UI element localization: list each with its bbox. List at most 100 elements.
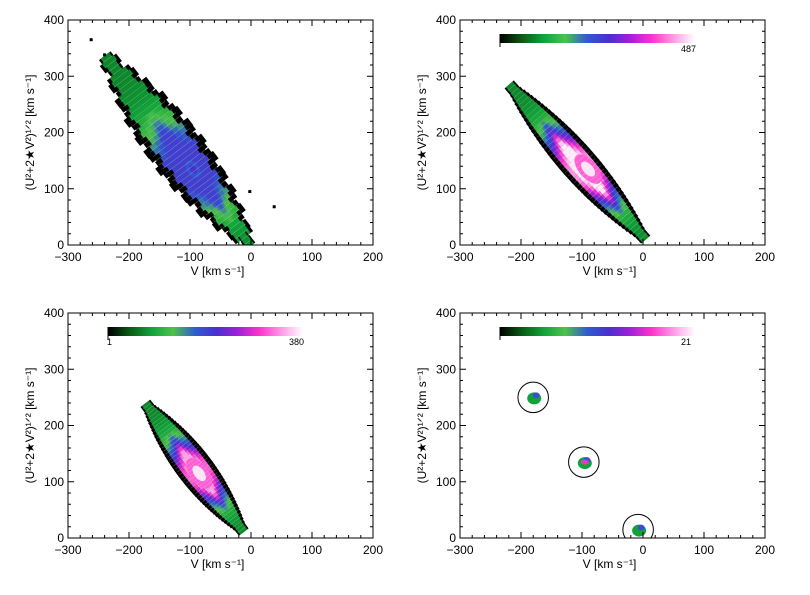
density-layer [517,381,654,538]
y-axis-title: (U²+2★V²)¹ᐟ² [km s⁻¹] [415,368,429,484]
mesh-line [188,466,214,487]
colorbar [108,327,303,336]
y-tick-label: 400 [436,306,456,320]
mesh-line [109,65,125,78]
mesh-line [635,229,645,238]
mesh-line [213,203,238,223]
x-tick-label: −200 [115,543,142,557]
mesh-line [220,506,237,519]
mesh-line [165,436,190,455]
y-tick-label: 200 [436,419,456,433]
density-cell [508,84,521,97]
mesh-line [113,72,134,88]
mesh-line [125,89,154,112]
x-axis-title: V [km s⁻¹] [191,557,245,571]
mesh-line [190,175,223,201]
mesh-line [146,407,157,416]
mesh-line [181,457,208,478]
mesh-line [197,184,228,209]
density-layer [89,38,276,245]
mesh-line [168,148,206,178]
density-cell [627,219,642,234]
density-layer [504,80,651,244]
density-peak-core [192,465,206,482]
mesh-line [190,469,216,489]
colorbar-max-label: 487 [681,44,696,54]
mesh-line [172,153,209,182]
mesh-line [218,503,236,517]
x-tick-label: −200 [507,543,534,557]
x-tick-label: 200 [755,250,775,264]
density-cell [634,227,646,240]
mesh-line [197,478,222,497]
mesh-line [169,441,195,461]
mesh-line [600,190,621,209]
x-tick-label: 100 [302,250,322,264]
y-axis-title: (U²+2★V²)¹ᐟ² [km s⁻¹] [415,75,429,191]
x-tick-label: 0 [248,250,255,264]
mesh-line [173,446,199,467]
mesh-line [613,205,631,221]
mesh-line [226,218,244,233]
mesh-line [638,232,648,241]
mesh-line [155,421,174,436]
mesh-line [568,154,593,177]
mesh-line [512,89,523,99]
mesh-line [209,199,236,219]
y-tick-label: 100 [436,182,456,196]
y-tick-label: 300 [436,362,456,376]
mesh-line [593,182,616,203]
y-tick-label: 400 [44,13,64,27]
y-tick-label: 0 [449,531,456,545]
mesh-line [226,513,240,524]
mesh-line [537,118,559,138]
mesh-line [542,125,565,145]
outlier-point [89,38,93,42]
mesh-line [577,164,602,187]
mesh-line [553,137,578,160]
clump-peak [580,459,589,465]
panel-bottom-left: −300 −200 −100 0 100 200 0 100 200 300 400 V [km s⁻… [23,306,383,571]
mesh-line [152,128,191,157]
x-tick-label: 0 [640,543,647,557]
mesh-line [183,460,210,481]
mesh-line [143,116,180,144]
mesh-line [147,409,160,419]
x-tick-label: 100 [302,543,322,557]
clump-core [532,392,540,399]
y-tick-label: 400 [44,306,64,320]
mesh-line [146,120,184,149]
mesh-line [152,416,169,429]
mesh-line [122,86,150,108]
x-tick-label: 100 [694,250,714,264]
mesh-line [186,171,221,197]
mesh-line [130,97,162,122]
x-tick-label: −300 [54,543,81,557]
mesh-line [590,179,613,199]
y-tick-label: 200 [44,419,64,433]
density-cell [526,105,546,124]
mesh-line [596,186,618,206]
mesh-line [212,496,233,512]
mesh-line [179,162,215,190]
colorbar-max-label: 380 [289,337,304,347]
x-tick-label: −200 [507,250,534,264]
density-cell [637,230,649,243]
density-cell [516,93,532,109]
density-cell [511,87,525,101]
mesh-line [127,93,158,117]
x-tick-label: 200 [755,543,775,557]
y-tick-label: 300 [44,69,64,83]
x-tick-label: −300 [446,250,473,264]
y-tick-label: 0 [57,531,64,545]
mesh-line [621,213,636,226]
mesh-line [606,197,626,215]
mesh-line [105,59,117,68]
mesh-line [617,209,633,223]
mesh-line [201,189,231,212]
mesh-line [182,166,218,194]
mesh-line [562,147,587,170]
mesh-line [547,131,572,153]
mesh-line [524,103,541,119]
